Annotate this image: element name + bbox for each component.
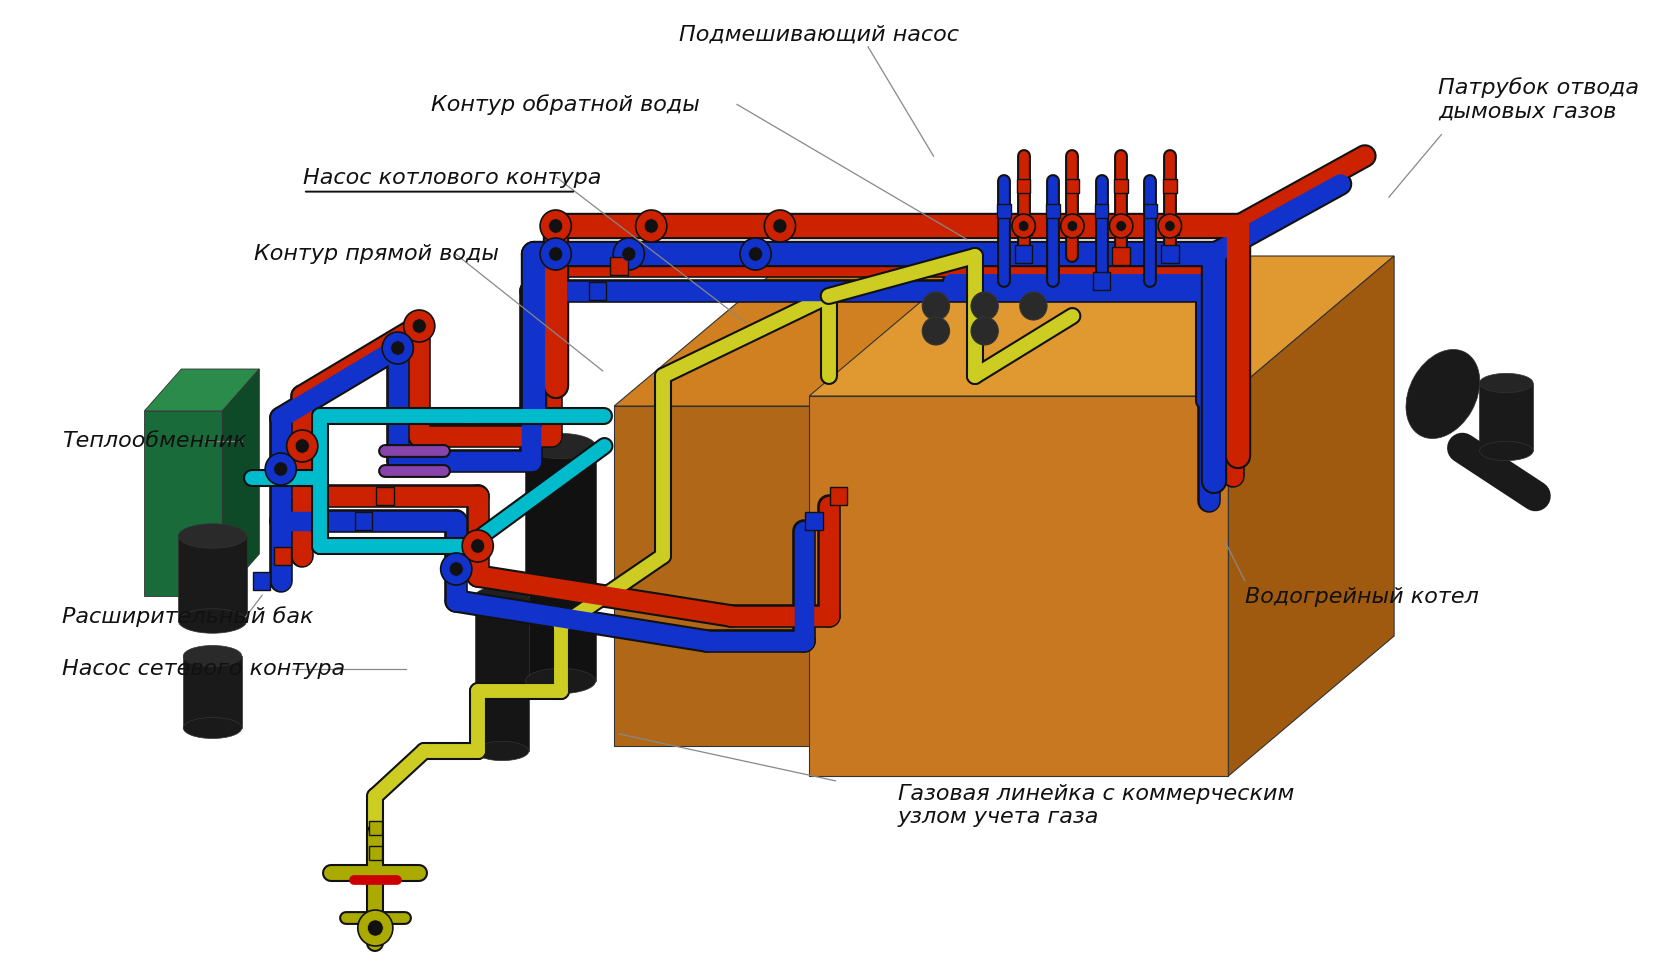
Bar bbox=[998, 204, 1011, 218]
Bar bbox=[368, 821, 381, 835]
Text: Теплообменник: Теплообменник bbox=[62, 431, 247, 451]
Bar bbox=[368, 846, 381, 860]
Circle shape bbox=[749, 247, 763, 262]
Text: Насос котлового контура: Насос котлового контура bbox=[302, 168, 601, 187]
Circle shape bbox=[368, 920, 383, 936]
Bar bbox=[1161, 245, 1179, 263]
Bar bbox=[354, 512, 373, 530]
Text: Контур прямой воды: Контур прямой воды bbox=[254, 244, 499, 264]
Bar bbox=[1114, 179, 1127, 193]
Polygon shape bbox=[810, 256, 1394, 396]
Circle shape bbox=[358, 910, 393, 946]
Circle shape bbox=[922, 317, 949, 345]
Bar bbox=[1015, 245, 1033, 263]
Polygon shape bbox=[936, 271, 1097, 746]
Bar bbox=[252, 572, 270, 590]
Circle shape bbox=[274, 462, 287, 476]
Bar bbox=[274, 547, 292, 565]
Bar bbox=[1112, 247, 1131, 265]
Bar bbox=[1015, 217, 1033, 235]
Circle shape bbox=[764, 210, 796, 242]
Ellipse shape bbox=[183, 717, 242, 739]
Circle shape bbox=[643, 219, 659, 233]
Circle shape bbox=[1020, 292, 1047, 320]
Circle shape bbox=[635, 210, 667, 242]
Text: Газовая линейка с коммерческим
узлом учета газа: Газовая линейка с коммерческим узлом уче… bbox=[897, 784, 1294, 827]
Ellipse shape bbox=[178, 609, 247, 633]
Circle shape bbox=[539, 210, 571, 242]
Circle shape bbox=[391, 341, 405, 355]
Circle shape bbox=[549, 219, 563, 233]
Bar bbox=[475, 596, 529, 751]
Ellipse shape bbox=[475, 742, 529, 760]
Bar bbox=[526, 446, 596, 681]
Circle shape bbox=[1011, 214, 1035, 238]
Circle shape bbox=[971, 292, 998, 320]
Circle shape bbox=[971, 317, 998, 345]
Circle shape bbox=[265, 453, 296, 485]
Bar bbox=[1094, 272, 1110, 290]
Ellipse shape bbox=[1406, 349, 1480, 438]
Circle shape bbox=[622, 247, 635, 262]
Bar bbox=[1163, 179, 1176, 193]
Circle shape bbox=[470, 539, 486, 553]
Bar bbox=[1095, 204, 1109, 218]
Text: Насос сетевого контура: Насос сетевого контура bbox=[62, 659, 346, 678]
Circle shape bbox=[403, 310, 435, 342]
Text: Подмешивающий насос: Подмешивающий насос bbox=[679, 24, 959, 44]
Polygon shape bbox=[144, 369, 259, 411]
Circle shape bbox=[539, 238, 571, 270]
Polygon shape bbox=[810, 396, 1228, 776]
Polygon shape bbox=[615, 406, 936, 746]
Circle shape bbox=[462, 530, 494, 562]
Bar bbox=[805, 512, 823, 530]
Bar bbox=[1065, 179, 1079, 193]
Polygon shape bbox=[222, 369, 259, 596]
Text: Водогрейный котел: Водогрейный котел bbox=[1245, 588, 1478, 607]
Circle shape bbox=[296, 439, 309, 453]
Circle shape bbox=[922, 292, 949, 320]
Polygon shape bbox=[144, 411, 222, 596]
Circle shape bbox=[287, 430, 318, 462]
Bar bbox=[1016, 179, 1030, 193]
Circle shape bbox=[1060, 214, 1084, 238]
Circle shape bbox=[1067, 221, 1077, 231]
Circle shape bbox=[549, 247, 563, 262]
Circle shape bbox=[412, 319, 427, 333]
Ellipse shape bbox=[178, 524, 247, 549]
Circle shape bbox=[381, 332, 413, 364]
Ellipse shape bbox=[1480, 374, 1534, 392]
Ellipse shape bbox=[1480, 441, 1534, 461]
Text: Контур обратной воды: Контур обратной воды bbox=[430, 94, 699, 115]
Bar bbox=[1480, 383, 1534, 451]
Circle shape bbox=[1158, 214, 1181, 238]
Text: Патрубок отвода
дымовых газов: Патрубок отвода дымовых газов bbox=[1438, 77, 1640, 122]
Bar bbox=[183, 656, 242, 728]
Polygon shape bbox=[615, 271, 1097, 406]
Bar bbox=[1047, 204, 1060, 218]
Circle shape bbox=[739, 238, 771, 270]
Bar bbox=[1161, 217, 1179, 235]
Polygon shape bbox=[1228, 256, 1394, 776]
Circle shape bbox=[1116, 221, 1126, 231]
Circle shape bbox=[1164, 221, 1174, 231]
Circle shape bbox=[449, 562, 464, 576]
Circle shape bbox=[773, 219, 786, 233]
Bar bbox=[590, 282, 606, 300]
Ellipse shape bbox=[475, 587, 529, 606]
Bar bbox=[610, 257, 628, 275]
Circle shape bbox=[1109, 214, 1132, 238]
Circle shape bbox=[1018, 221, 1028, 231]
Bar bbox=[1144, 204, 1158, 218]
Circle shape bbox=[440, 553, 472, 585]
Ellipse shape bbox=[183, 645, 242, 667]
Circle shape bbox=[613, 238, 645, 270]
Bar bbox=[376, 487, 393, 505]
Bar bbox=[830, 487, 847, 505]
Ellipse shape bbox=[526, 669, 596, 694]
Ellipse shape bbox=[526, 433, 596, 459]
Text: Расширительный бак: Расширительный бак bbox=[62, 606, 314, 628]
Bar bbox=[178, 536, 247, 621]
